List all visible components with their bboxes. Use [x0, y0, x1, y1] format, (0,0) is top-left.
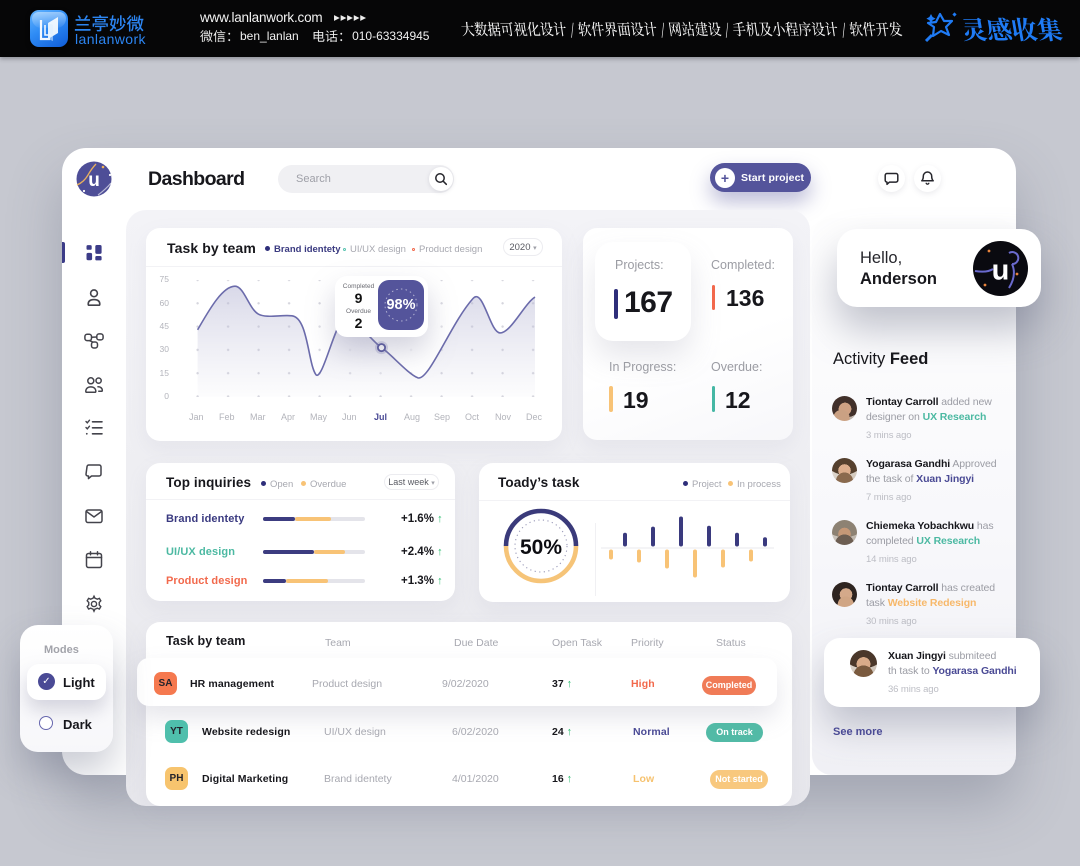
svg-text:u: u [88, 170, 100, 191]
svg-text:u: u [992, 255, 1010, 287]
svg-text:50%: 50% [520, 536, 562, 559]
